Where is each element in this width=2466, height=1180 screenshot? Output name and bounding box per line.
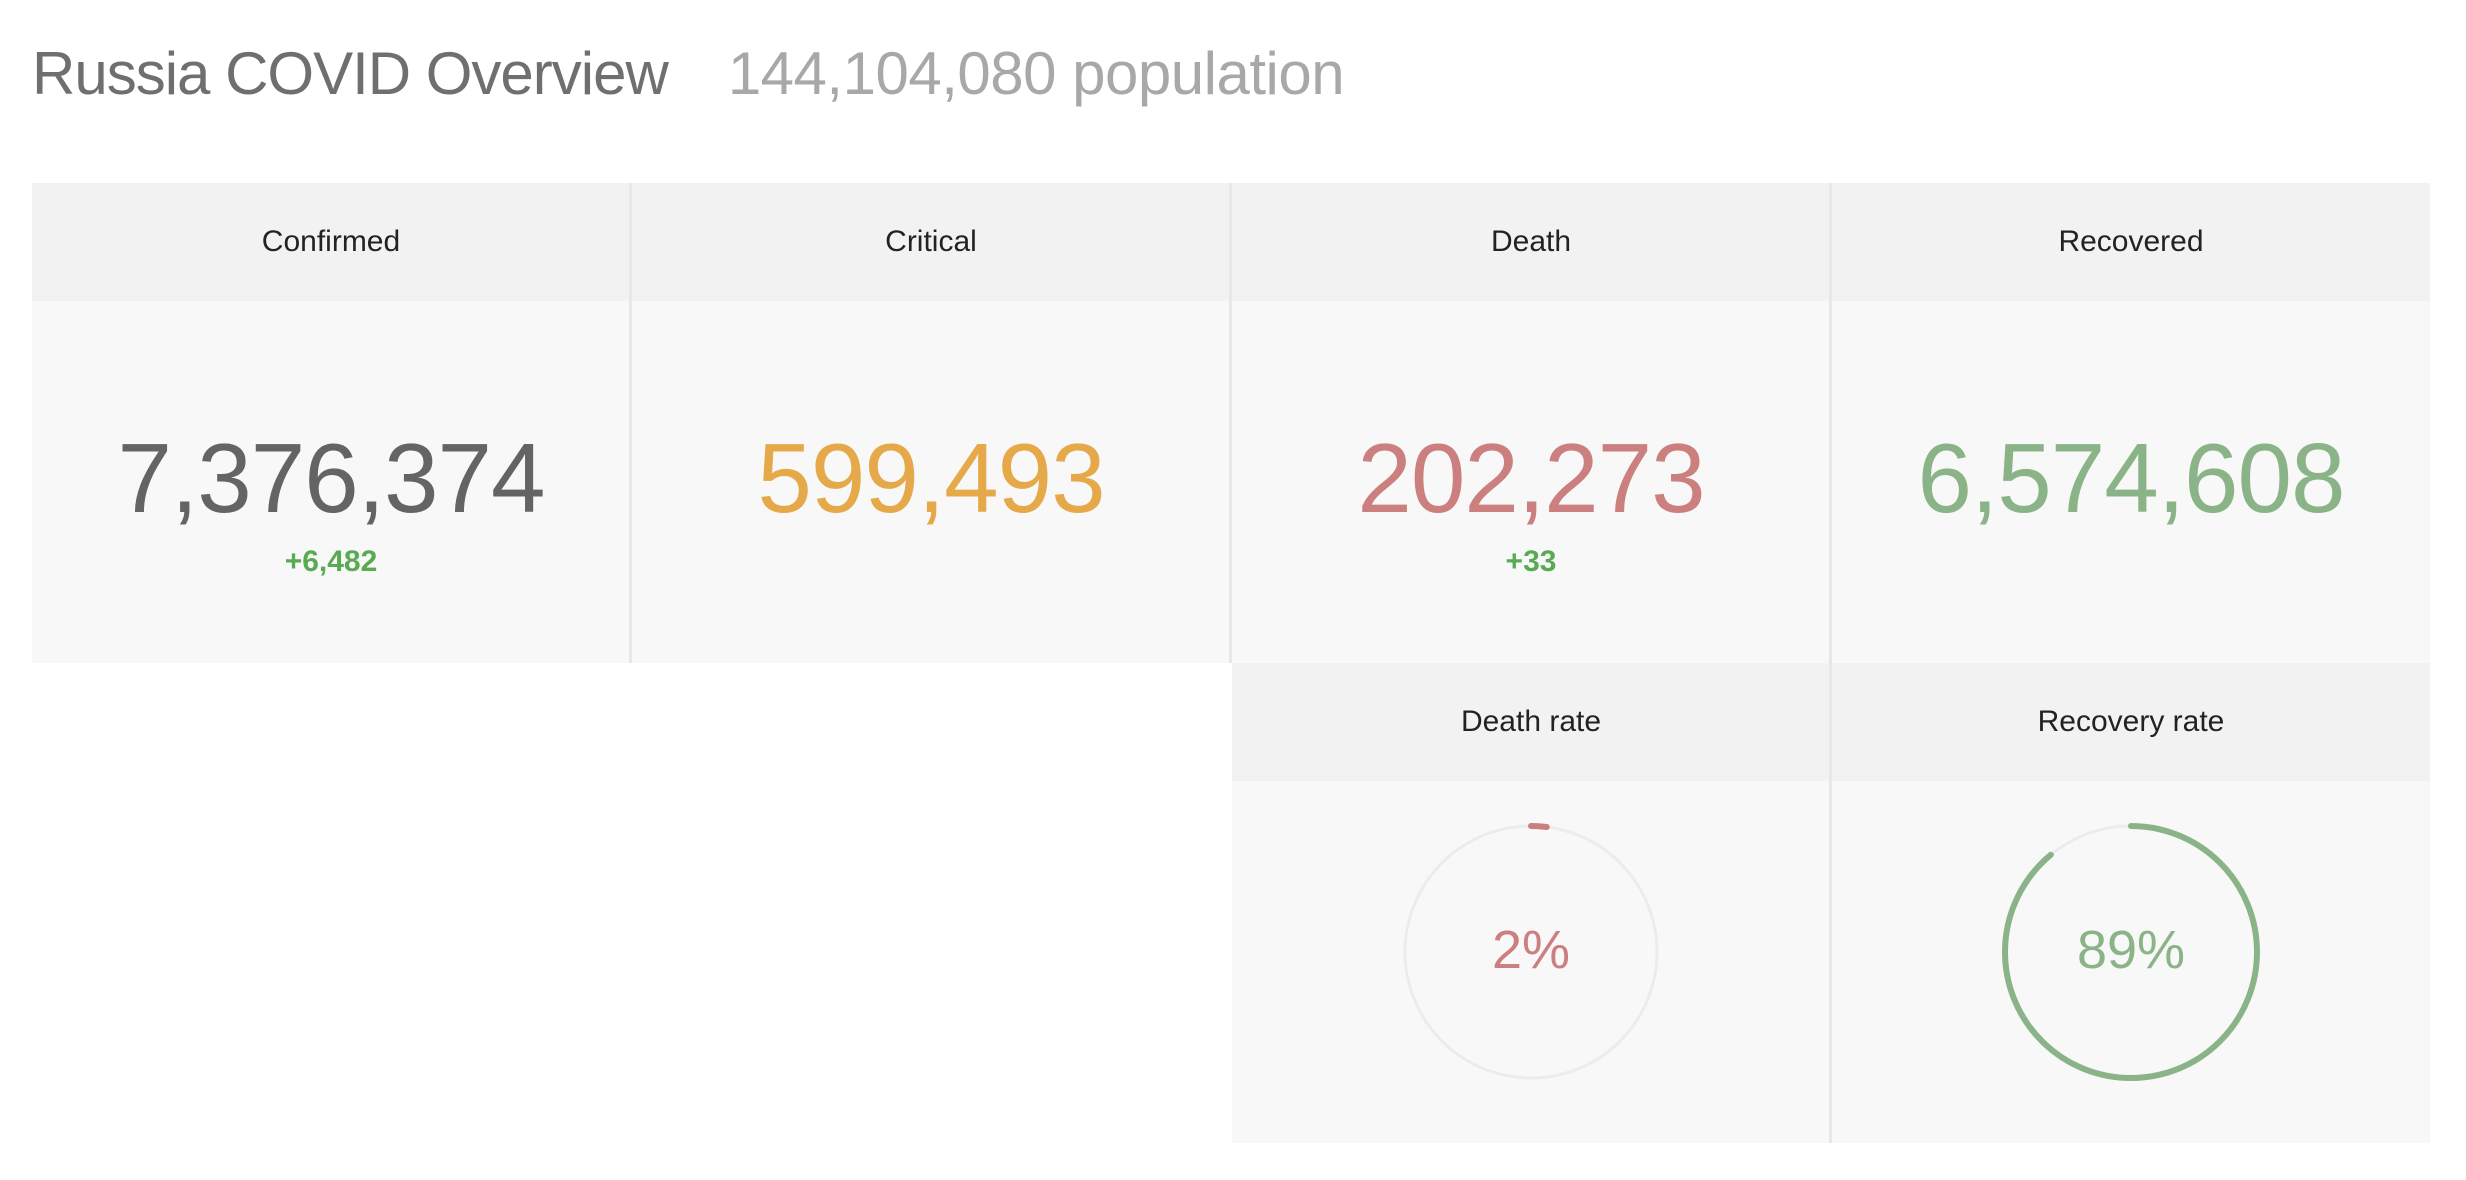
recovered-card-header: Recovered bbox=[1832, 183, 2430, 301]
recovery-rate-value: 89% bbox=[2076, 920, 2186, 980]
recovery-rate-card: Recovery rate 89% bbox=[1832, 663, 2430, 1143]
recovered-label: Recovered bbox=[2058, 225, 2204, 258]
critical-card: Critical 599,493 bbox=[632, 183, 1230, 663]
death-rate-card-body: 2% bbox=[1232, 781, 1830, 1143]
page-header: Russia COVID Overview 144,104,080 popula… bbox=[32, 28, 1345, 118]
population-count: 144,104,080 population bbox=[727, 39, 1345, 107]
death-card-header: Death bbox=[1232, 183, 1830, 301]
death-rate-label: Death rate bbox=[1460, 705, 1602, 738]
recovery-rate-ring-wrap bbox=[1832, 821, 2430, 1083]
recovered-value: 6,574,608 bbox=[1917, 423, 2346, 533]
recovery-rate-ring-progress bbox=[2002, 823, 2260, 1081]
recovery-rate-card-header: Recovery rate bbox=[1832, 663, 2430, 781]
confirmed-card: Confirmed 7,376,374 +6,482 bbox=[32, 183, 630, 663]
confirmed-label: Confirmed bbox=[261, 225, 401, 258]
death-label: Death bbox=[1490, 225, 1572, 258]
death-rate-ring-progress bbox=[1402, 823, 1660, 1081]
death-card: Death 202,273 +33 bbox=[1232, 183, 1830, 663]
page-title: Russia COVID Overview bbox=[32, 39, 669, 107]
recovery-rate-ring bbox=[2002, 823, 2260, 1081]
recovered-card: Recovered 6,574,608 bbox=[1832, 183, 2430, 663]
confirmed-card-body: 7,376,374 +6,482 bbox=[32, 301, 630, 663]
critical-value: 599,493 bbox=[757, 423, 1105, 533]
critical-label: Critical bbox=[885, 225, 977, 258]
column-divider bbox=[629, 183, 632, 663]
death-rate-card-header: Death rate bbox=[1232, 663, 1830, 781]
death-card-body: 202,273 +33 bbox=[1232, 301, 1830, 663]
death-rate-value: 2% bbox=[1491, 920, 1571, 980]
critical-card-header: Critical bbox=[632, 183, 1230, 301]
death-rate-ring bbox=[1402, 823, 1660, 1081]
death-rate-ring-wrap bbox=[1232, 821, 1830, 1083]
confirmed-card-header: Confirmed bbox=[32, 183, 630, 301]
column-divider bbox=[1829, 183, 1832, 1143]
recovery-rate-card-body: 89% bbox=[1832, 781, 2430, 1143]
recovered-card-body: 6,574,608 bbox=[1832, 301, 2430, 663]
confirmed-delta: +6,482 bbox=[284, 545, 378, 578]
critical-card-body: 599,493 bbox=[632, 301, 1230, 663]
death-delta: +33 bbox=[1505, 545, 1557, 578]
recovery-rate-label: Recovery rate bbox=[2037, 705, 2225, 738]
death-rate-card: Death rate 2% bbox=[1232, 663, 1830, 1143]
death-value: 202,273 bbox=[1357, 423, 1705, 533]
column-divider bbox=[1229, 183, 1232, 663]
confirmed-value: 7,376,374 bbox=[117, 423, 546, 533]
